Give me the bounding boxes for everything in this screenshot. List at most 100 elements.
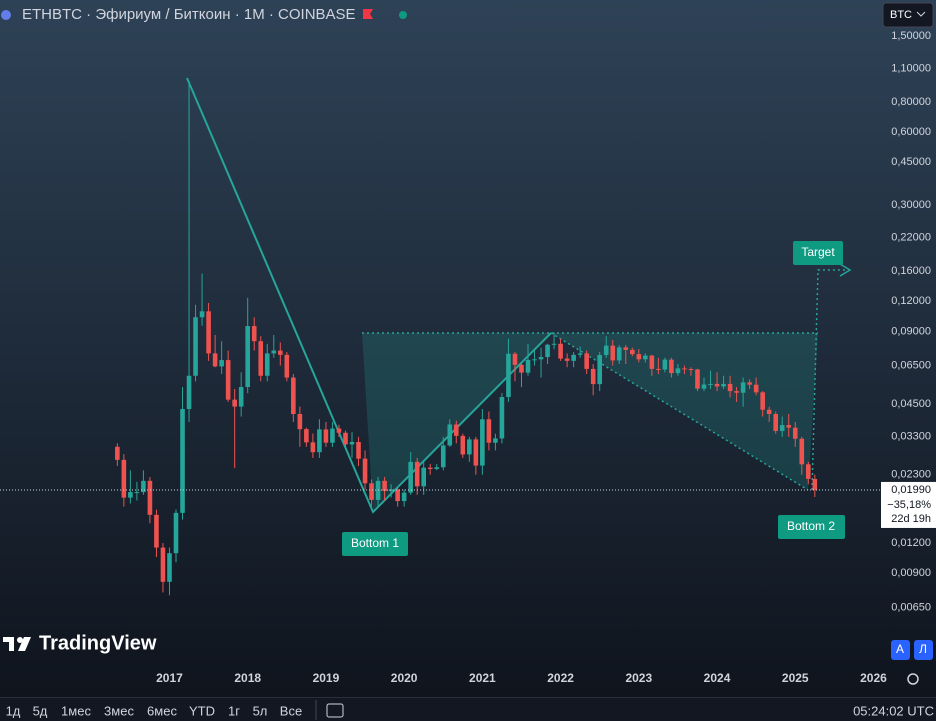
arrow-head [839,263,852,277]
candle-body [160,547,166,582]
candle-body [206,311,211,354]
range-button[interactable]: 6мес [147,703,177,718]
candle-body [310,442,316,453]
candle-body [317,429,322,453]
calendar-icon[interactable] [326,703,344,718]
x-tick-label: 2024 [704,671,731,685]
x-tick-label: 2020 [391,671,418,685]
candle-body [779,425,785,431]
range-button[interactable]: 5л [253,703,268,718]
toolbar-background [0,698,936,721]
candle-body [695,369,700,389]
candle-body [714,383,720,387]
y-tick-label: 0,00650 [891,601,931,613]
candle-body [512,353,518,365]
settings-icon[interactable] [907,673,919,685]
candle-body [356,442,361,459]
candle-body [740,382,746,393]
candle-body [467,439,472,455]
range-button[interactable]: 1д [6,703,21,718]
last-price-box [881,481,936,528]
candle-body [773,414,779,431]
y-tick-label: 0,02300 [891,469,931,481]
y-tick-label: 1,10000 [891,62,931,74]
flag-icon [363,9,373,19]
candle-body [812,478,818,490]
candle-body [414,461,420,487]
candle-body [173,512,179,554]
logo-shape [18,637,31,651]
last-price: 0,01990 [891,484,931,496]
candle-body [708,383,713,385]
symbol-icon [1,10,11,20]
candle-body [154,514,159,548]
candle-body [603,345,609,355]
candle-body [460,435,466,455]
y-tick-label: 0,60000 [891,126,931,138]
candle-body [421,467,427,487]
candle-body [629,349,635,355]
candle-body [297,414,303,430]
logo-text: TradingView [39,632,157,654]
candle-body [538,357,544,360]
candle-body [805,464,811,479]
candle-body [473,439,479,466]
annotation: Bottom 2 [787,519,835,533]
candle-body [727,383,733,392]
y-tick-label: 0,00900 [891,567,931,579]
candle-body [688,369,694,371]
label-box [778,515,845,539]
candle-body [219,360,224,367]
range-button[interactable]: 5д [33,703,48,718]
range-button[interactable]: YTD [189,703,215,718]
candle-body [382,480,387,492]
candle-body [330,428,335,443]
y-tick-label: 1,50000 [891,30,931,42]
candle-body [232,399,237,407]
candle-body [532,359,537,361]
label-box [793,241,843,265]
candle-body [669,359,674,374]
auto-button[interactable] [891,640,910,660]
candle-body [506,353,511,398]
candle-body [277,350,283,355]
candle-body [134,492,140,494]
candle-body [564,358,570,361]
y-tick-label: 0,80000 [891,96,931,108]
y-tick-label: 0,45000 [891,156,931,168]
candle-body [616,347,622,361]
range-button[interactable]: Все [280,703,302,718]
candle-body [545,344,550,358]
currency-button[interactable] [882,2,934,28]
candle-body [662,359,668,370]
candle-body [115,446,120,460]
candle-body [571,354,576,361]
logo-shape [9,637,14,651]
candle-body [141,480,146,493]
candle-body [786,425,792,428]
range-button[interactable]: 3мес [104,703,134,718]
candle-body [519,364,524,373]
candle-body [597,354,603,385]
button-label[interactable]: Л [919,642,927,656]
dropdown-arrow [916,11,926,17]
currency[interactable]: BTC [890,9,912,21]
candle-body [238,387,244,407]
x-tick-label: 2023 [625,671,652,685]
symbol-title: ETHBTC · Эфириум / Биткоин · 1M · COINBA… [22,6,356,23]
log-button[interactable] [914,640,933,660]
candle-body [167,553,172,582]
candle-body [193,317,198,376]
candle-body [558,343,563,359]
candle-body [264,353,270,376]
logo-shape [3,637,14,642]
x-tick-label: 2026 [860,671,887,685]
range-button[interactable]: 1г [228,703,240,718]
button-label[interactable]: А [896,642,904,656]
candle-body [701,384,707,389]
candle-body [362,458,368,484]
candle-body [395,489,400,502]
y-tick-label: 0,30000 [891,199,931,211]
range-button[interactable]: 1мес [61,703,91,718]
